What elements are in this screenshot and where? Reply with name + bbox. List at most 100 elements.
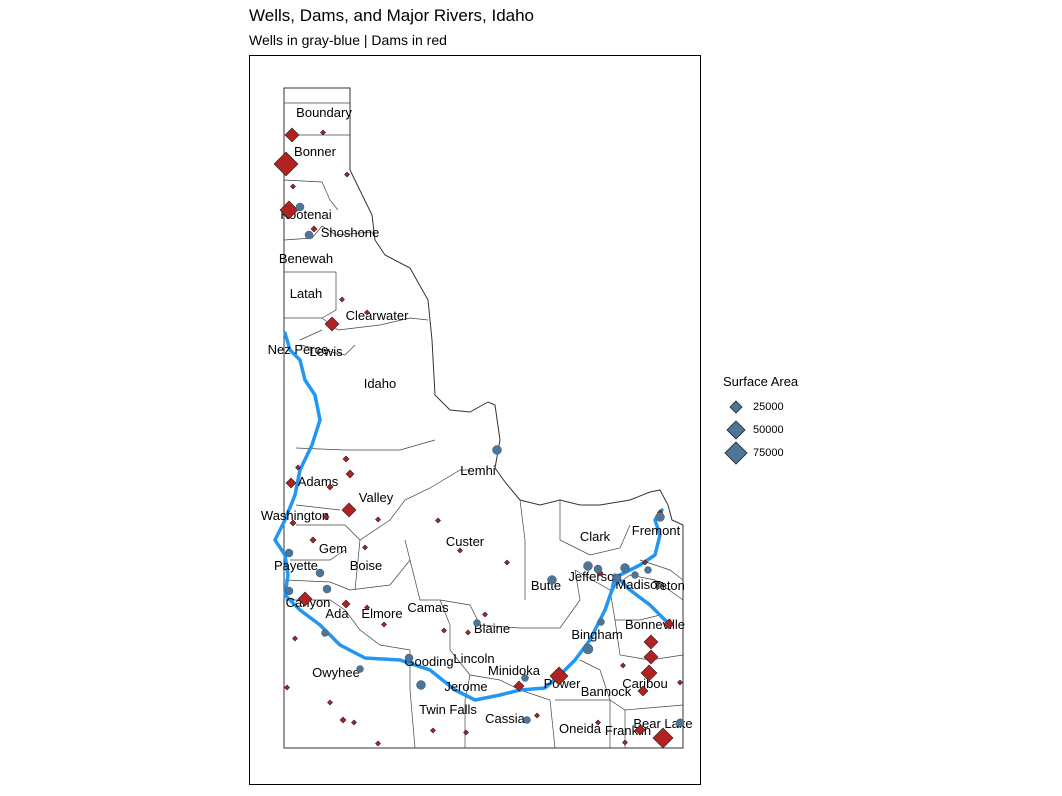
dam-marker — [430, 727, 436, 734]
dam-marker — [320, 129, 326, 136]
dam-marker — [295, 464, 301, 471]
county-label: Lincoln — [453, 651, 494, 666]
well-marker — [547, 575, 557, 585]
map-panel-frame — [249, 55, 701, 785]
well-marker — [597, 618, 605, 626]
well-marker — [492, 445, 502, 455]
dam-marker — [640, 664, 658, 682]
dam-marker — [297, 591, 313, 607]
well-markers — [284, 202, 685, 728]
dam-marker — [513, 680, 525, 692]
well-marker — [523, 716, 531, 724]
dam-marker — [595, 719, 601, 726]
legend-item: 25000 — [723, 395, 798, 418]
county-label: Valley — [359, 490, 394, 505]
county-label: Lewis — [309, 344, 343, 359]
dam-marker — [342, 455, 350, 463]
well-marker — [620, 563, 630, 573]
well-marker — [612, 573, 622, 583]
dam-marker — [345, 469, 355, 479]
dam-marker — [663, 618, 675, 630]
county-label: Caribou — [622, 676, 668, 691]
county-label: Idaho — [364, 376, 397, 391]
county-label: Payette — [274, 558, 318, 573]
county-label: Gooding — [404, 654, 453, 669]
county-label: Washington — [261, 508, 329, 523]
dam-marker — [375, 740, 381, 747]
county-label: Gem — [319, 541, 347, 556]
dam-marker — [362, 544, 368, 551]
well-marker — [644, 566, 652, 574]
county-label: Madison — [615, 577, 664, 592]
dam-marker — [322, 513, 330, 521]
county-label: Jefferson — [568, 569, 621, 584]
county-label: Bingham — [571, 627, 622, 642]
dam-marker — [622, 739, 628, 746]
dam-marker — [290, 183, 296, 190]
diamond-icon — [723, 440, 749, 465]
dam-marker — [634, 724, 646, 736]
county-label: Benewah — [279, 251, 333, 266]
county-label: Owyhee — [312, 665, 360, 680]
county-label: Shoshone — [321, 225, 380, 240]
well-marker — [675, 718, 685, 728]
well-marker — [582, 643, 594, 655]
dam-marker — [339, 716, 347, 724]
well-marker — [322, 584, 332, 594]
county-label: Oneida — [559, 721, 602, 736]
dam-marker — [549, 666, 569, 686]
county-label: Bannock — [581, 684, 632, 699]
county-label: Boise — [350, 558, 383, 573]
county-label: Twin Falls — [419, 702, 477, 717]
dam-marker — [463, 729, 469, 736]
dam-marker — [381, 621, 387, 628]
dam-marker — [465, 629, 471, 636]
dam-marker — [364, 309, 370, 316]
dam-marker — [310, 225, 318, 233]
county-label: Blaine — [474, 621, 510, 636]
dam-marker — [643, 649, 659, 665]
dam-markers — [273, 127, 683, 749]
dam-marker — [339, 296, 345, 303]
county-label: Fremont — [632, 523, 681, 538]
dam-marker — [327, 699, 333, 706]
legend-label: 25000 — [753, 400, 784, 413]
well-marker — [321, 629, 329, 637]
county-label: Bonner — [294, 144, 337, 159]
dam-marker — [326, 483, 334, 491]
dam-marker — [289, 519, 297, 527]
legend-title: Surface Area — [723, 374, 799, 389]
dam-marker — [273, 151, 299, 177]
well-marker — [284, 548, 294, 558]
well-marker — [416, 680, 426, 690]
well-marker — [521, 674, 529, 682]
dam-marker — [309, 536, 317, 544]
dam-marker — [620, 662, 626, 669]
snake-river — [273, 331, 672, 702]
well-marker — [583, 561, 593, 571]
dam-marker — [344, 171, 350, 178]
dam-marker — [435, 517, 441, 524]
dam-marker — [324, 316, 340, 332]
well-marker — [631, 571, 639, 579]
dam-marker — [457, 547, 463, 554]
dam-marker — [642, 559, 648, 566]
dam-marker — [364, 604, 370, 611]
county-label: Elmore — [361, 606, 402, 621]
dam-marker — [482, 611, 488, 618]
dam-marker — [677, 679, 683, 686]
county-label: Lemhi — [460, 463, 496, 478]
county-label: Latah — [290, 286, 323, 301]
well-marker — [404, 653, 414, 663]
well-marker — [304, 230, 314, 240]
map-subtitle: Wells in gray-blue | Dams in red — [249, 32, 447, 48]
county-labels: Boundary Bonner Kootenai Shoshone Benewa… — [261, 105, 693, 738]
county-label: Ada — [325, 606, 349, 621]
dam-marker — [292, 635, 298, 642]
county-boundaries — [283, 102, 684, 749]
county-label: Boundary — [296, 105, 352, 120]
county-label: Cassia — [485, 711, 526, 726]
legend-item: 75000 — [723, 440, 798, 465]
county-label: Power — [544, 676, 582, 691]
